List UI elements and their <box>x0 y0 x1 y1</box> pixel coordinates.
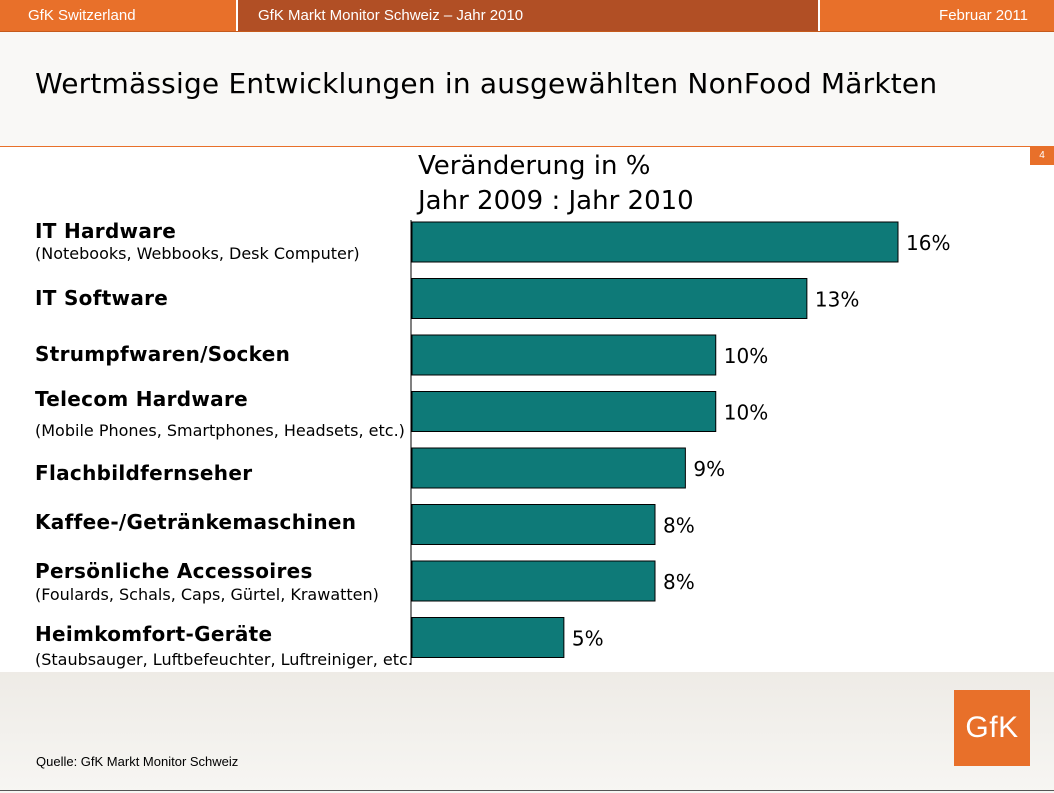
category-label: IT Hardware <box>35 219 177 243</box>
category-sublabel: (Notebooks, Webbooks, Desk Computer) <box>35 244 360 263</box>
chart-title-line-2: Jahr 2009 : Jahr 2010 <box>418 186 694 216</box>
title-band <box>0 32 1054 146</box>
data-label: 16% <box>906 231 950 255</box>
bar <box>411 560 656 602</box>
category-sublabel: (Foulards, Schals, Caps, Gürtel, Krawatt… <box>35 585 379 604</box>
page-title: Wertmässige Entwicklungen in ausgewählte… <box>35 67 938 100</box>
header-bar: GfK Switzerland GfK Markt Monitor Schwei… <box>0 0 1054 32</box>
source-note: Quelle: GfK Markt Monitor Schweiz <box>36 754 239 769</box>
bottom-divider <box>0 790 1054 791</box>
chart-title-line-1: Veränderung in % <box>418 151 651 181</box>
data-label: 9% <box>693 457 725 481</box>
category-label: Kaffee-/Getränkemaschinen <box>35 510 357 534</box>
gfk-logo: GfK <box>954 690 1030 766</box>
footer-band <box>0 672 1054 793</box>
data-label: 10% <box>724 344 768 368</box>
bar <box>411 221 899 263</box>
category-label: Heimkomfort-Geräte <box>35 622 273 646</box>
bar <box>411 504 656 545</box>
chart-title: Veränderung in % Jahr 2009 : Jahr 2010 <box>418 149 694 219</box>
category-label: Telecom Hardware <box>35 387 248 411</box>
bar <box>411 617 565 658</box>
category-sublabel: (Staubsauger, Luftbefeuchter, Luftreinig… <box>35 650 413 669</box>
data-label: 8% <box>663 570 695 594</box>
bar <box>411 447 686 489</box>
category-label: Persönliche Accessoires <box>35 559 313 583</box>
bar <box>411 334 717 376</box>
header-date: Februar 2011 <box>939 7 1028 24</box>
header-company: GfK Switzerland <box>28 7 136 24</box>
data-label: 10% <box>724 401 768 425</box>
header-report-title: GfK Markt Monitor Schweiz – Jahr 2010 <box>236 0 820 31</box>
category-sublabel: (Mobile Phones, Smartphones, Headsets, e… <box>35 421 405 440</box>
category-label: IT Software <box>35 286 169 310</box>
category-label: Flachbildfernseher <box>35 461 253 485</box>
page-number: 4 <box>1030 147 1054 165</box>
title-divider <box>0 146 1054 147</box>
data-label: 8% <box>663 514 695 538</box>
data-label: 5% <box>572 627 604 651</box>
bar <box>411 278 808 319</box>
data-label: 13% <box>815 288 859 312</box>
category-label: Strumpfwaren/Socken <box>35 342 291 366</box>
bar <box>411 391 717 432</box>
